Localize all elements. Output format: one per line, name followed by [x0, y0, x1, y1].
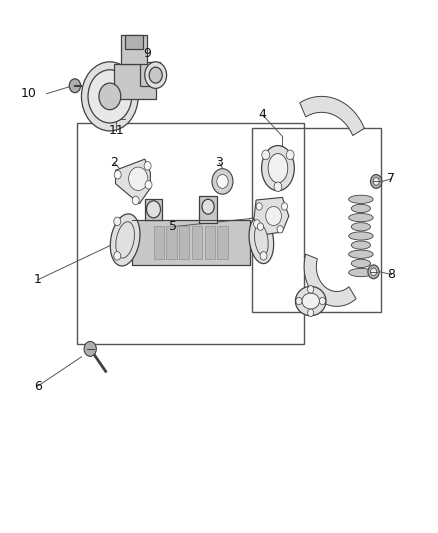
Circle shape — [307, 286, 314, 293]
Text: 10: 10 — [21, 87, 37, 100]
Circle shape — [129, 167, 148, 190]
Circle shape — [88, 70, 132, 123]
Circle shape — [81, 62, 138, 131]
Text: 6: 6 — [34, 379, 42, 393]
Bar — [252, 128, 381, 312]
Text: 5: 5 — [169, 220, 177, 233]
Ellipse shape — [268, 154, 288, 183]
Circle shape — [217, 174, 228, 188]
Circle shape — [212, 168, 233, 194]
Ellipse shape — [302, 293, 319, 309]
Bar — [205, 227, 215, 259]
Circle shape — [319, 297, 325, 305]
Circle shape — [114, 171, 121, 179]
Circle shape — [277, 225, 283, 233]
Circle shape — [266, 206, 282, 225]
Circle shape — [371, 268, 377, 276]
Bar — [125, 35, 143, 49]
Ellipse shape — [351, 241, 371, 249]
Circle shape — [144, 161, 151, 170]
Ellipse shape — [349, 250, 373, 259]
Ellipse shape — [116, 222, 134, 258]
Ellipse shape — [349, 214, 373, 222]
Bar — [154, 227, 164, 259]
Ellipse shape — [110, 214, 140, 266]
Text: 11: 11 — [109, 124, 124, 138]
Text: 9: 9 — [143, 47, 151, 60]
Circle shape — [69, 79, 81, 93]
Bar — [217, 227, 228, 259]
Circle shape — [258, 223, 264, 230]
Circle shape — [202, 199, 214, 214]
Circle shape — [296, 297, 302, 305]
Ellipse shape — [349, 269, 373, 277]
Circle shape — [368, 265, 379, 279]
Circle shape — [274, 182, 282, 191]
Bar — [179, 227, 189, 259]
Ellipse shape — [254, 224, 268, 256]
Ellipse shape — [351, 204, 371, 213]
Circle shape — [145, 62, 166, 88]
Circle shape — [132, 196, 139, 205]
Circle shape — [286, 150, 294, 160]
Polygon shape — [254, 197, 289, 235]
Circle shape — [145, 181, 152, 189]
Ellipse shape — [351, 259, 371, 268]
Ellipse shape — [351, 223, 371, 231]
Ellipse shape — [349, 232, 373, 240]
Text: 1: 1 — [34, 273, 42, 286]
Polygon shape — [304, 254, 356, 306]
Ellipse shape — [249, 216, 274, 264]
Bar — [141, 62, 160, 86]
Circle shape — [149, 67, 162, 83]
Circle shape — [114, 217, 121, 225]
Circle shape — [256, 203, 262, 210]
Bar — [145, 199, 162, 220]
Text: 4: 4 — [259, 109, 267, 122]
Polygon shape — [300, 96, 364, 135]
Ellipse shape — [295, 286, 326, 316]
Bar — [114, 64, 155, 99]
Circle shape — [373, 177, 379, 185]
Bar — [199, 196, 217, 223]
Bar — [132, 220, 250, 265]
Text: 7: 7 — [388, 172, 396, 185]
Text: 2: 2 — [110, 156, 118, 169]
Circle shape — [99, 83, 121, 110]
Text: 3: 3 — [215, 156, 223, 169]
Ellipse shape — [261, 146, 294, 191]
Circle shape — [307, 309, 314, 317]
Circle shape — [371, 174, 382, 188]
Circle shape — [84, 342, 96, 357]
Circle shape — [260, 252, 267, 260]
Ellipse shape — [349, 195, 373, 204]
Circle shape — [254, 220, 261, 228]
Bar — [166, 227, 177, 259]
Bar — [121, 35, 147, 64]
Circle shape — [114, 252, 121, 260]
Bar — [77, 123, 304, 344]
Text: 8: 8 — [388, 268, 396, 281]
Circle shape — [262, 150, 270, 160]
Bar — [192, 227, 202, 259]
Circle shape — [282, 203, 288, 210]
Polygon shape — [116, 159, 150, 204]
Circle shape — [147, 201, 160, 218]
